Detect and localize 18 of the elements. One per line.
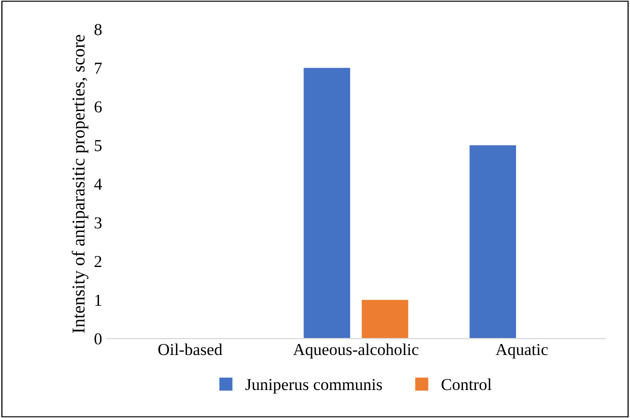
y-tick-label: 8 xyxy=(94,24,102,36)
legend-label: Control xyxy=(442,378,492,390)
x-tick-label: Oil-based xyxy=(158,343,222,356)
y-tick-label: 3 xyxy=(94,217,102,229)
x-tick-label: Aquatic xyxy=(496,344,548,359)
y-tick-label: 7 xyxy=(95,62,102,74)
y-tick-label: 5 xyxy=(94,140,102,152)
y-tick-label: 1 xyxy=(95,294,102,306)
y-tick-label: 2 xyxy=(94,256,102,268)
y-tick-label: 0 xyxy=(94,333,102,345)
bar xyxy=(362,300,408,339)
bar xyxy=(470,145,516,339)
x-tick-label: Aqueous-alcoholic xyxy=(293,343,418,359)
y-tick-label: 6 xyxy=(94,101,102,113)
y-axis-title: Intensity of antiparasitic properties, score xyxy=(72,34,88,333)
bar xyxy=(304,68,350,339)
legend-label: Juniperus communis xyxy=(245,378,382,394)
y-tick-label: 4 xyxy=(94,178,102,190)
